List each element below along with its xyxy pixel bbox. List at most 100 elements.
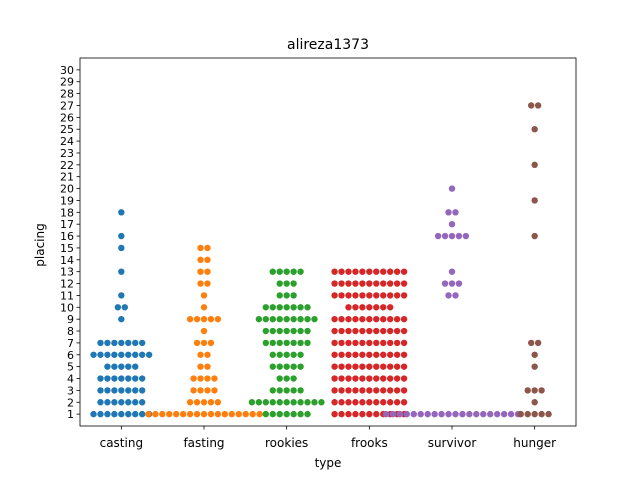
data-point-frooks bbox=[345, 375, 352, 382]
data-point-frooks bbox=[331, 280, 338, 287]
data-point-rookies bbox=[283, 375, 290, 382]
data-point-frooks bbox=[366, 410, 373, 418]
data-point-frooks bbox=[400, 268, 408, 275]
data-point-rookies bbox=[304, 315, 311, 323]
data-point-fasting bbox=[204, 387, 211, 394]
y-tick-label: 28 bbox=[60, 88, 74, 101]
data-point-survivor bbox=[480, 410, 487, 418]
y-tick-label: 26 bbox=[60, 111, 74, 124]
data-point-rookies bbox=[276, 399, 283, 406]
data-point-frooks bbox=[359, 410, 366, 418]
data-point-rookies bbox=[290, 280, 297, 287]
data-point-hunger bbox=[531, 363, 538, 370]
data-point-hunger bbox=[527, 102, 535, 109]
data-point-survivor bbox=[445, 209, 452, 216]
data-point-casting bbox=[132, 410, 139, 418]
data-point-hunger bbox=[531, 410, 538, 418]
data-point-frooks bbox=[373, 399, 380, 406]
data-point-casting bbox=[118, 399, 125, 406]
data-point-survivor bbox=[396, 410, 404, 418]
data-point-rookies bbox=[269, 327, 276, 335]
data-point-survivor bbox=[455, 280, 463, 287]
y-tick-label: 3 bbox=[67, 384, 74, 397]
data-point-rookies bbox=[276, 315, 283, 323]
data-point-survivor bbox=[382, 410, 390, 418]
y-axis-label: placing bbox=[33, 223, 47, 266]
data-point-rookies bbox=[262, 410, 270, 418]
data-point-casting bbox=[132, 351, 139, 358]
y-tick-label: 9 bbox=[67, 313, 74, 326]
data-point-rookies bbox=[262, 315, 270, 323]
data-point-frooks bbox=[400, 363, 408, 370]
data-point-rookies bbox=[276, 363, 283, 370]
data-point-hunger bbox=[527, 339, 535, 347]
data-point-frooks bbox=[393, 339, 401, 347]
data-point-frooks bbox=[373, 304, 380, 311]
data-point-frooks bbox=[359, 351, 366, 358]
data-point-casting bbox=[111, 387, 118, 394]
y-tick-label: 5 bbox=[67, 361, 74, 374]
data-point-fasting bbox=[204, 268, 211, 275]
data-point-casting bbox=[104, 339, 111, 347]
data-point-rookies bbox=[283, 280, 290, 287]
x-axis-label: type bbox=[315, 456, 342, 470]
data-point-casting bbox=[125, 399, 132, 406]
data-point-frooks bbox=[373, 410, 380, 418]
data-point-fasting bbox=[200, 399, 208, 406]
data-point-frooks bbox=[338, 351, 345, 358]
data-point-frooks bbox=[331, 399, 338, 406]
data-point-survivor bbox=[403, 410, 411, 418]
data-point-frooks bbox=[380, 399, 387, 406]
data-point-frooks bbox=[338, 280, 345, 287]
data-point-fasting bbox=[200, 304, 208, 311]
data-point-survivor bbox=[389, 410, 397, 418]
y-tick-label: 10 bbox=[60, 301, 74, 314]
y-tick-label: 18 bbox=[60, 206, 74, 219]
data-point-frooks bbox=[331, 387, 338, 394]
data-point-frooks bbox=[338, 363, 345, 370]
data-point-rookies bbox=[297, 327, 304, 335]
data-point-rookies bbox=[269, 315, 276, 323]
data-point-frooks bbox=[380, 363, 387, 370]
data-point-frooks bbox=[393, 280, 401, 287]
data-point-fasting bbox=[173, 410, 180, 418]
data-point-casting bbox=[132, 399, 139, 406]
data-point-fasting bbox=[159, 410, 166, 418]
data-point-survivor bbox=[445, 410, 452, 418]
data-point-rookies bbox=[290, 387, 297, 394]
data-point-fasting bbox=[200, 292, 208, 299]
y-tick-label: 14 bbox=[60, 254, 74, 267]
data-point-rookies bbox=[290, 315, 297, 323]
data-point-frooks bbox=[386, 363, 394, 370]
data-point-fasting bbox=[207, 410, 215, 418]
y-axis: 1234567891011121314151617181920212223242… bbox=[60, 64, 80, 421]
data-point-survivor bbox=[417, 410, 424, 418]
y-tick-label: 23 bbox=[60, 147, 74, 160]
data-point-frooks bbox=[359, 363, 366, 370]
data-point-fasting bbox=[221, 410, 229, 418]
x-tick-label-casting: casting bbox=[100, 436, 143, 450]
data-point-casting bbox=[111, 399, 118, 406]
data-point-casting bbox=[125, 375, 132, 382]
data-point-frooks bbox=[366, 268, 373, 275]
data-point-casting bbox=[97, 351, 104, 358]
y-tick-label: 22 bbox=[60, 159, 74, 172]
data-point-survivor bbox=[466, 410, 473, 418]
data-point-rookies bbox=[276, 327, 283, 335]
data-point-survivor bbox=[462, 232, 470, 240]
data-point-frooks bbox=[386, 304, 394, 311]
data-point-fasting bbox=[190, 375, 197, 382]
data-point-casting bbox=[138, 375, 146, 382]
data-point-frooks bbox=[400, 339, 408, 347]
data-point-casting bbox=[125, 363, 132, 370]
data-point-frooks bbox=[386, 387, 394, 394]
data-point-rookies bbox=[297, 399, 304, 406]
data-point-fasting bbox=[204, 280, 211, 287]
data-point-frooks bbox=[386, 375, 394, 382]
data-point-rookies bbox=[283, 351, 290, 358]
y-tick-label: 2 bbox=[67, 396, 74, 409]
data-point-rookies bbox=[290, 363, 297, 370]
data-point-rookies bbox=[283, 268, 290, 275]
data-point-casting bbox=[138, 351, 146, 358]
